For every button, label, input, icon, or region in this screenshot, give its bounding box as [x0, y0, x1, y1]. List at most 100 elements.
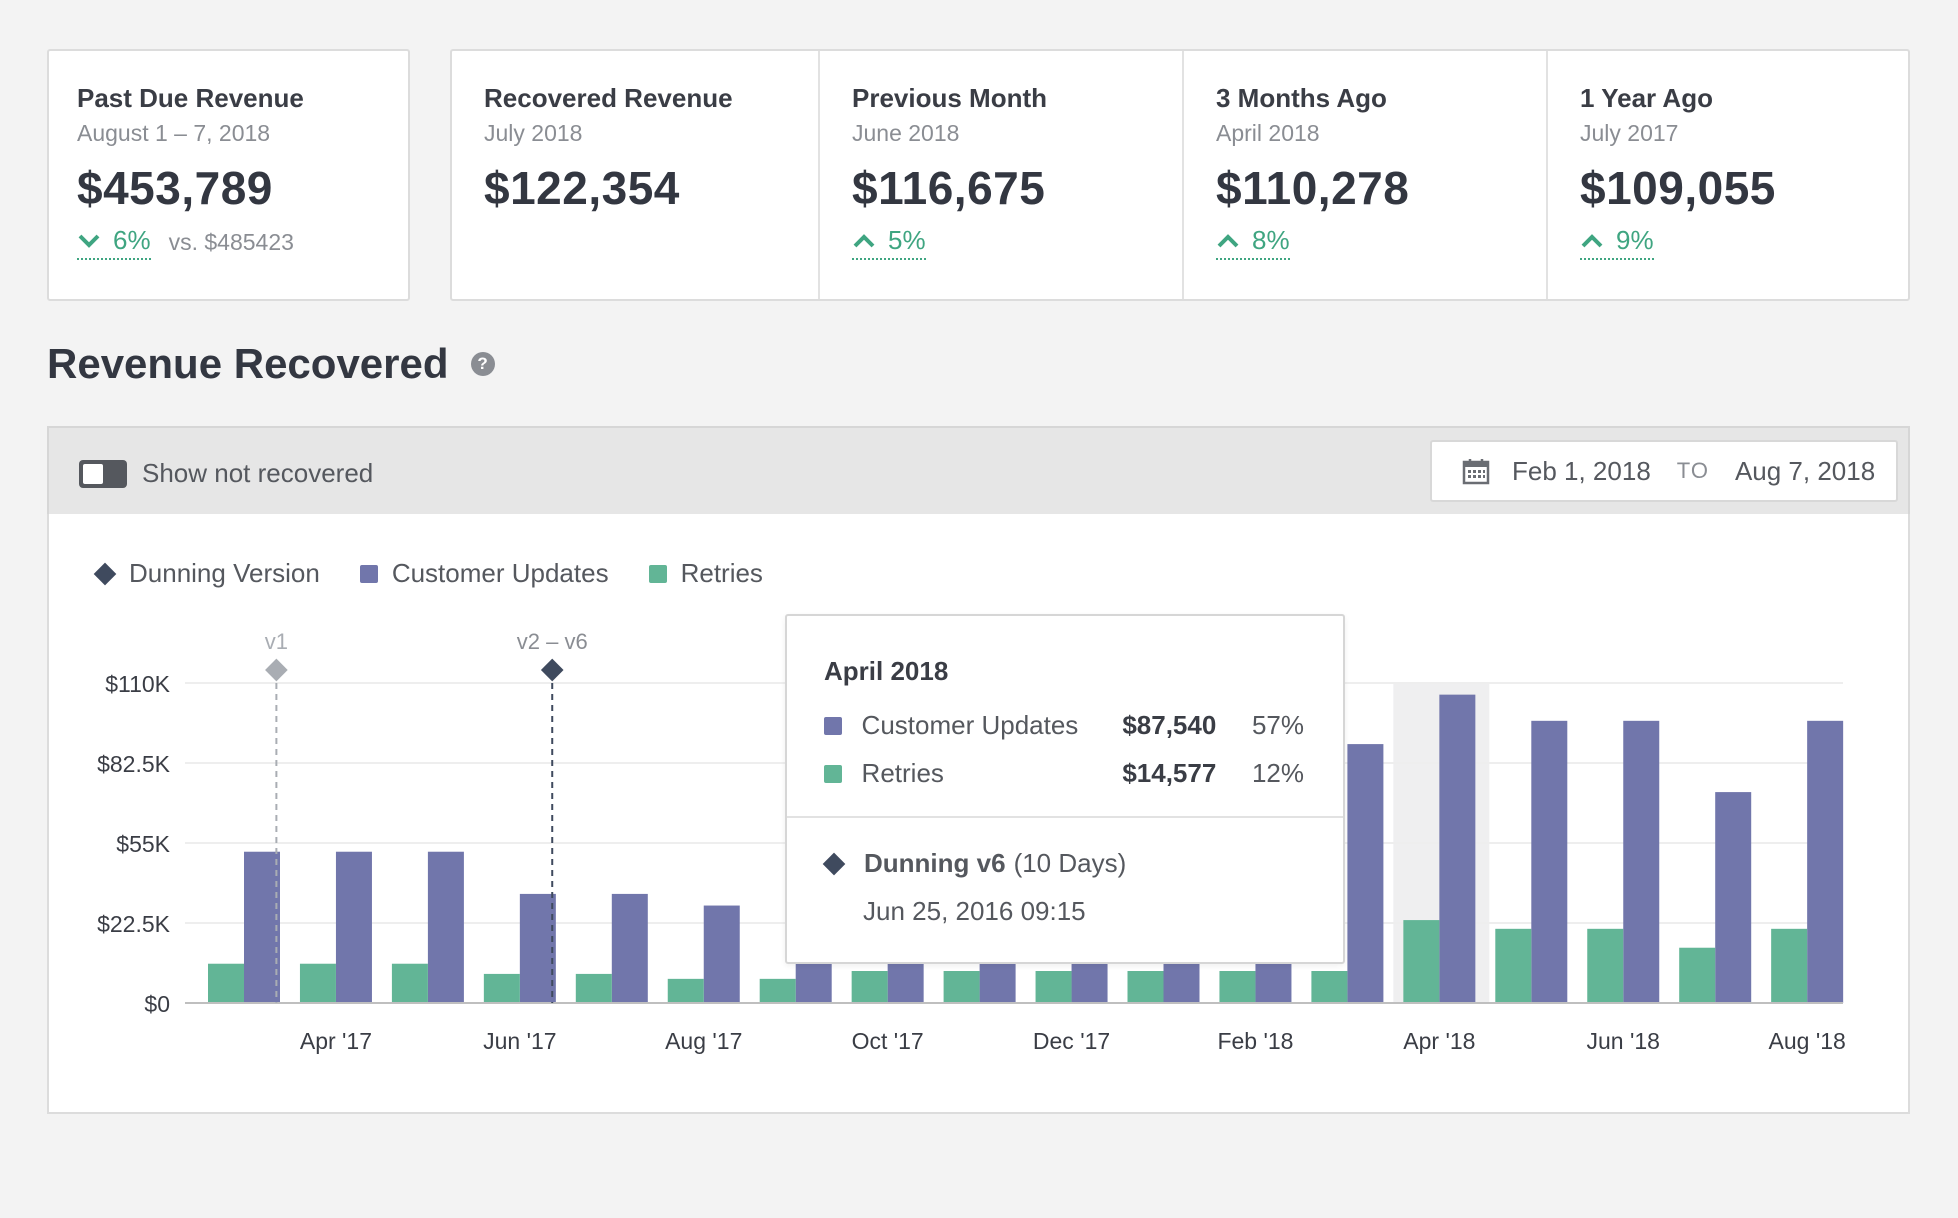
- chart-toolbar: Show not recovered Feb 1, 2018 TO Aug 7,…: [47, 426, 1910, 516]
- bar-retries: [1219, 971, 1256, 1003]
- tooltip-row-amount: $87,540: [1122, 710, 1217, 740]
- toggle-label: Show not recovered: [142, 458, 374, 488]
- change-value: 8%: [1252, 225, 1290, 256]
- bar-retries: [1127, 971, 1164, 1003]
- tooltip-row-amount: $14,577: [1122, 758, 1217, 788]
- stat-period: July 2017: [1580, 120, 1679, 147]
- toggle-knob: [83, 464, 103, 484]
- bar-customer-updates: [335, 851, 372, 1003]
- stat-title: Past Due Revenue: [77, 83, 304, 113]
- change-value: 6%: [113, 225, 151, 256]
- tooltip-row-label: Customer Updates: [861, 710, 1079, 740]
- tooltip-dunning: Dunning v6 (10 Days): [822, 848, 1127, 879]
- date-from[interactable]: Feb 1, 2018: [1512, 455, 1651, 486]
- chevron-up-icon: [1217, 233, 1239, 248]
- change-indicator[interactable]: 8%: [1216, 225, 1290, 261]
- x-tick-label: Jun '18: [1587, 1028, 1660, 1054]
- stat-value: $116,675: [852, 162, 1046, 215]
- legend-swatch: [824, 716, 842, 735]
- x-tick-label: Dec '17: [1033, 1028, 1110, 1054]
- legend-swatch: [824, 764, 842, 783]
- legend-label: Retries: [680, 558, 763, 588]
- stat-value: $453,789: [77, 162, 273, 215]
- legend-retries[interactable]: Retries: [648, 558, 763, 589]
- bar-retries: [851, 971, 888, 1003]
- bar-retries: [483, 973, 520, 1003]
- legend-customer-updates[interactable]: Customer Updates: [359, 558, 609, 589]
- bar-retries: [1771, 928, 1808, 1003]
- dunning-version-marker: [265, 658, 288, 682]
- stat-period: August 1 – 7, 2018: [77, 120, 271, 147]
- stat-title: Recovered Revenue: [484, 83, 733, 113]
- change-indicator[interactable]: 6%: [77, 225, 151, 261]
- bar-retries: [759, 978, 796, 1003]
- past-due-card: Past Due Revenue August 1 – 7, 2018 $453…: [47, 49, 410, 301]
- stat-period: April 2018: [1216, 120, 1320, 147]
- stat-period: July 2018: [484, 120, 583, 147]
- stat-value: $110,278: [1216, 162, 1410, 215]
- bar-retries: [208, 963, 244, 1003]
- bar-retries: [943, 971, 980, 1003]
- help-icon[interactable]: ?: [470, 352, 495, 376]
- legend-label: Dunning Version: [129, 558, 320, 588]
- date-to[interactable]: Aug 7, 2018: [1734, 455, 1876, 486]
- x-tick-label: Feb '18: [1217, 1028, 1293, 1054]
- bar-customer-updates: [1807, 720, 1844, 1003]
- bar-retries: [1679, 947, 1716, 1003]
- chart-tooltip: April 2018 Customer Updates $87,540 57% …: [785, 614, 1345, 964]
- stat-value: $109,055: [1580, 162, 1776, 215]
- bar-retries: [667, 978, 704, 1003]
- compare-value: vs. $485423: [168, 229, 294, 256]
- tooltip-row-label: Retries: [861, 758, 944, 788]
- dunning-duration: (10 Days): [1013, 848, 1127, 878]
- bar-retries: [1311, 971, 1348, 1003]
- diamond-icon: [822, 852, 846, 875]
- legend-swatch: [359, 564, 378, 583]
- stat-title: 1 Year Ago: [1580, 83, 1713, 113]
- page-title: Revenue Recovered: [47, 340, 449, 387]
- y-tick-label: $110K: [105, 671, 170, 697]
- bar-customer-updates: [1347, 744, 1384, 1003]
- date-range-picker[interactable]: Feb 1, 2018 TO Aug 7, 2018: [1430, 440, 1898, 502]
- stat-period: June 2018: [852, 120, 960, 147]
- bar-customer-updates: [1531, 720, 1568, 1003]
- section-title: Revenue Recovered ?: [47, 340, 495, 388]
- x-tick-label: Apr '18: [1403, 1028, 1475, 1054]
- change-value: 5%: [888, 225, 926, 256]
- bar-retries: [1587, 928, 1624, 1003]
- change-value: 9%: [1616, 225, 1654, 256]
- stat-title: 3 Months Ago: [1216, 83, 1387, 113]
- dunning-label: Dunning v6: [864, 848, 1006, 878]
- show-not-recovered-toggle[interactable]: [79, 460, 127, 488]
- bar-customer-updates: [1439, 694, 1476, 1003]
- x-tick-label: Aug '18: [1769, 1028, 1846, 1054]
- y-tick-label: $55K: [116, 831, 170, 857]
- tooltip-row-customer-updates: Customer Updates $87,540 57%: [824, 710, 1304, 741]
- dunning-version-label: v2 – v6: [517, 629, 588, 654]
- previous-month-stat: Previous Month June 2018 $116,675 5%: [818, 51, 1182, 299]
- one-year-ago-stat: 1 Year Ago July 2017 $109,055 9%: [1546, 51, 1908, 299]
- x-tick-label: Apr '17: [300, 1028, 372, 1054]
- bar-retries: [299, 963, 336, 1003]
- chart-legend: Dunning Version Customer Updates Retries: [93, 558, 803, 589]
- change-indicator[interactable]: 9%: [1580, 225, 1654, 261]
- bar-customer-updates: [1623, 720, 1660, 1003]
- legend-dunning-version[interactable]: Dunning Version: [93, 558, 320, 589]
- bar-customer-updates: [427, 851, 464, 1003]
- y-tick-label: $0: [144, 991, 170, 1017]
- change-indicator[interactable]: 5%: [852, 225, 926, 261]
- calendar-icon: [1462, 459, 1490, 485]
- dunning-version-label: v1: [265, 629, 288, 654]
- stat-title: Previous Month: [852, 83, 1048, 113]
- x-tick-label: Oct '17: [852, 1028, 924, 1054]
- chevron-down-icon: [78, 234, 100, 248]
- x-tick-label: Jun '17: [483, 1028, 556, 1054]
- bar-customer-updates: [703, 905, 740, 1003]
- dunning-version-marker: [540, 658, 564, 682]
- date-to-label: TO: [1676, 458, 1709, 483]
- bar-customer-updates: [244, 851, 280, 1003]
- tooltip-row-retries: Retries $14,577 12%: [824, 758, 1304, 789]
- bar-retries: [575, 973, 612, 1003]
- bar-retries: [391, 963, 428, 1003]
